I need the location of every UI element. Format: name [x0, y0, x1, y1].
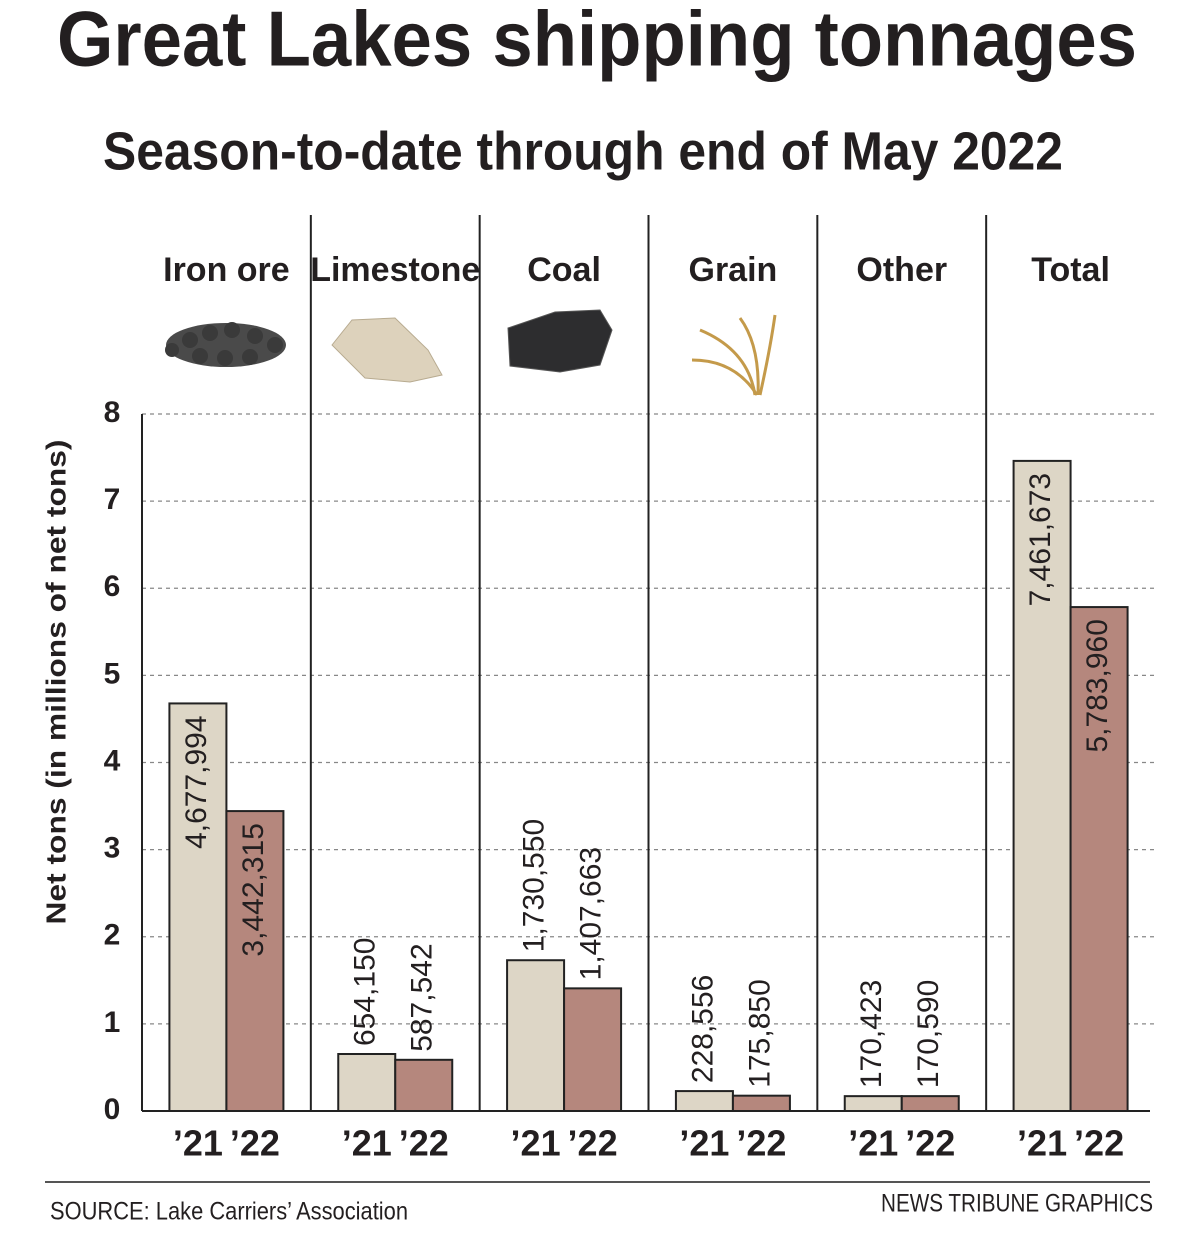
- value-label: 4,677,994: [180, 715, 213, 848]
- credit: NEWS TRIBUNE GRAPHICS: [881, 1190, 1153, 1218]
- value-label: 587,542: [406, 943, 439, 1051]
- bar-year-label: ’22: [905, 1123, 955, 1164]
- bar-year-label: ’21: [342, 1123, 392, 1164]
- icon-coal: [507, 309, 613, 373]
- bar: [337, 1053, 397, 1113]
- bar: [563, 987, 623, 1112]
- bar: [506, 959, 566, 1112]
- bar-year-label: ’22: [568, 1123, 618, 1164]
- bar-year-label: ’21: [679, 1123, 729, 1164]
- y-tick-label: 2: [104, 919, 121, 952]
- y-axis-label: Net tons (in millions of net tons): [40, 439, 71, 924]
- y-tick-label: 3: [104, 832, 121, 865]
- y-tick-label: 1: [104, 1006, 121, 1039]
- category-label: Limestone: [310, 251, 480, 289]
- category-label: Other: [856, 251, 947, 289]
- bar-year-label: ’22: [736, 1123, 786, 1164]
- bar: [1069, 606, 1129, 1113]
- value-label: 1,730,550: [518, 819, 551, 952]
- y-tick-label: 8: [104, 396, 121, 429]
- y-tick-label: 7: [104, 483, 121, 516]
- bar: [900, 1095, 960, 1112]
- y-tick-label: 0: [104, 1093, 121, 1126]
- bar: [394, 1058, 454, 1113]
- category-label: Iron ore: [163, 251, 290, 289]
- chart-subtitle: Season-to-date through end of May 2022: [103, 121, 1063, 181]
- value-label: 170,590: [912, 980, 945, 1088]
- bar: [1012, 459, 1072, 1112]
- y-tick-label: 5: [104, 657, 121, 690]
- source: SOURCE: Lake Carriers’ Association: [50, 1198, 408, 1226]
- y-tick-label: 4: [104, 744, 121, 777]
- icon-limestone: [331, 317, 443, 383]
- category-label: Grain: [689, 251, 778, 289]
- icon-iron-ore: [165, 322, 286, 367]
- bar-year-label: ’22: [399, 1123, 449, 1164]
- bar-year-label: ’22: [230, 1123, 280, 1164]
- value-label: 170,423: [855, 980, 888, 1088]
- bar-year-label: ’21: [173, 1123, 223, 1164]
- value-label: 228,556: [686, 975, 719, 1083]
- category-label: Total: [1031, 251, 1110, 289]
- bar: [843, 1095, 903, 1112]
- value-label: 5,783,960: [1081, 619, 1114, 752]
- icon-grain: [691, 314, 777, 396]
- bar: [731, 1094, 791, 1113]
- bar-year-label: ’22: [1074, 1123, 1124, 1164]
- value-label: 1,407,663: [575, 847, 608, 980]
- bar: [674, 1090, 734, 1112]
- value-label: 7,461,673: [1024, 473, 1057, 606]
- bar-year-label: ’21: [511, 1123, 561, 1164]
- bar-year-label: ’21: [1017, 1123, 1067, 1164]
- value-label: 175,850: [743, 979, 776, 1087]
- category-label: Coal: [527, 251, 601, 289]
- chart-title: Great Lakes shipping tonnages: [57, 0, 1137, 83]
- y-tick-label: 6: [104, 570, 121, 603]
- bar: [225, 810, 285, 1112]
- value-label: 654,150: [349, 938, 382, 1046]
- value-label: 3,442,315: [237, 823, 270, 956]
- bar-year-label: ’21: [848, 1123, 898, 1164]
